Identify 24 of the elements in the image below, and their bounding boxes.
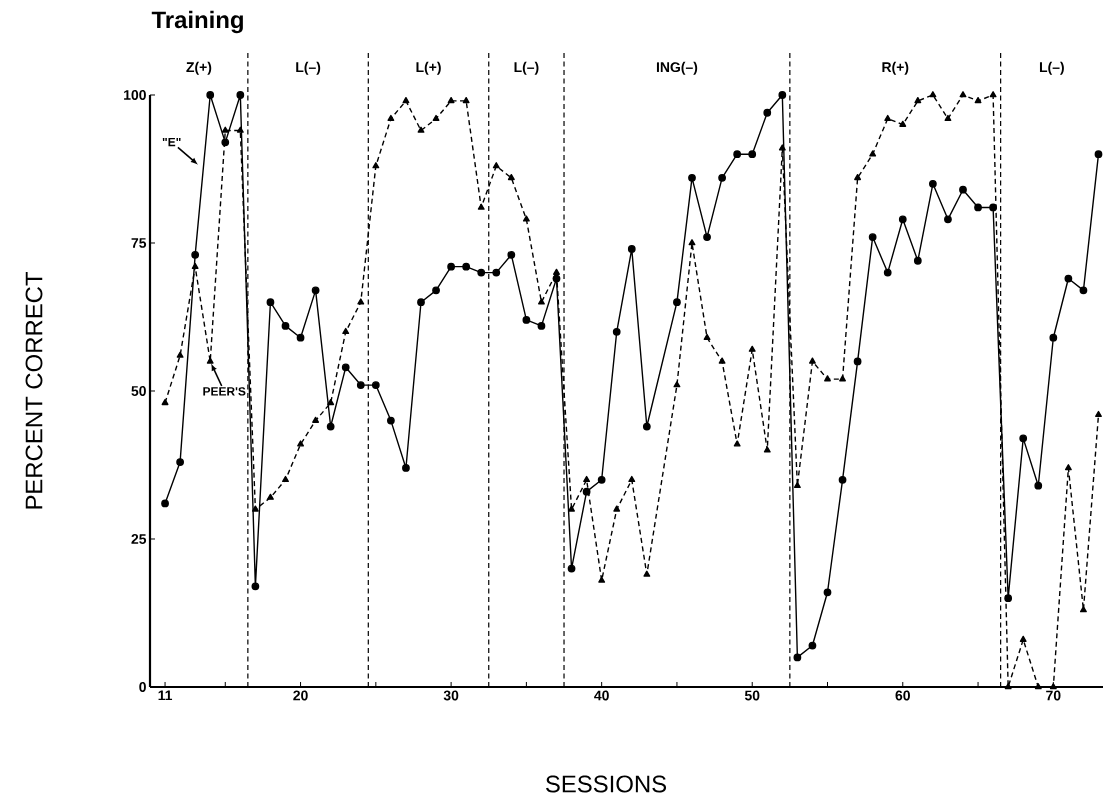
x-tick-label: 20 xyxy=(293,690,308,701)
y-tick-label: 0 xyxy=(139,682,146,692)
y-tick-label: 100 xyxy=(124,90,146,100)
text: L(+) xyxy=(416,61,441,75)
text: R(+) xyxy=(882,61,909,75)
text: Z(+) xyxy=(186,61,212,75)
y-tick-label: 75 xyxy=(131,238,147,248)
annotation: "E" xyxy=(162,137,181,147)
x-tick-label: 70 xyxy=(1046,690,1061,701)
annotation: PEER'S xyxy=(203,387,246,396)
y-axis-title: PERCENT CORRECT xyxy=(25,272,43,509)
x-tick-label: 60 xyxy=(895,690,910,701)
text: L(–) xyxy=(1039,61,1064,75)
x-tick-label: 30 xyxy=(443,690,459,701)
x-tick-label: 11 xyxy=(158,690,173,701)
x-axis-title: SESSIONS xyxy=(545,775,667,793)
chart-title: Training xyxy=(151,10,243,34)
x-tick-label: 50 xyxy=(744,690,760,701)
y-tick-label: 50 xyxy=(131,386,146,396)
text: L(–) xyxy=(514,61,539,75)
x-tick-label: 40 xyxy=(594,690,609,701)
text: L(–) xyxy=(296,61,321,75)
y-tick-label: 25 xyxy=(131,534,147,544)
text: ING(–) xyxy=(656,61,698,75)
